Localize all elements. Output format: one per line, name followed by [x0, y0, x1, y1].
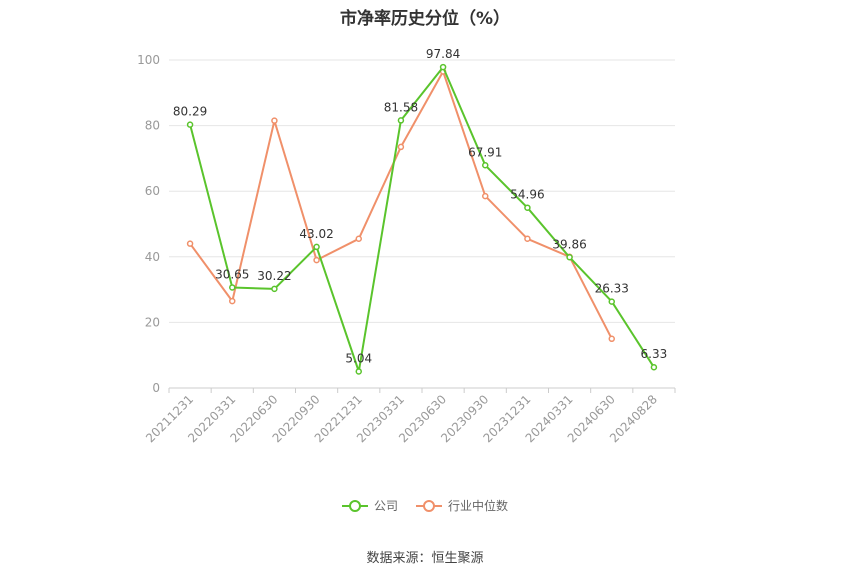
data-point	[313, 256, 320, 264]
data-point	[271, 285, 278, 293]
data-label: 81.58	[384, 100, 418, 114]
data-label: 39.86	[552, 237, 586, 251]
data-label: 67.91	[468, 145, 502, 159]
data-label: 6.33	[641, 347, 668, 361]
data-label: 26.33	[595, 282, 629, 296]
data-point	[313, 243, 320, 251]
y-tick-label: 60	[145, 184, 160, 198]
data-label: 5.04	[345, 351, 372, 365]
data-point	[608, 298, 615, 305]
source-note: 数据来源：恒生聚源	[366, 551, 484, 566]
data-label: 80.29	[173, 105, 207, 119]
legend-swatch-industry-median	[416, 499, 442, 513]
data-point	[524, 235, 531, 243]
data-label: 30.65	[215, 267, 249, 281]
legend-item-company[interactable]: 公司	[341, 497, 398, 514]
data-point	[650, 363, 658, 371]
data-point	[271, 117, 278, 124]
data-point	[608, 335, 615, 343]
legend-label-industry-median: 行业中位数	[448, 499, 509, 513]
data-point	[186, 240, 194, 247]
y-axis-ticks: 0 20 40 60 80 100	[137, 53, 160, 395]
data-point	[229, 297, 236, 305]
data-label-layer: 80.29 30.65 30.22 43.02 5.04 81.58 97.84 67.91 5…	[173, 47, 667, 365]
data-point	[524, 204, 531, 211]
legend-label-company: 公司	[373, 499, 398, 513]
legend: 公司 行业中位数	[0, 497, 850, 514]
data-point	[439, 63, 447, 71]
data-point	[186, 121, 194, 128]
y-tick-label: 20	[145, 315, 160, 329]
data-label: 43.02	[299, 227, 333, 241]
data-point	[355, 368, 362, 375]
x-axis: 2021123120220331202206302022093020221231…	[143, 388, 676, 445]
data-label: 54.96	[510, 188, 544, 202]
y-tick-label: 0	[152, 381, 160, 395]
y-tick-label: 40	[145, 250, 160, 264]
data-label: 30.22	[257, 269, 291, 283]
chart-title: 市净率历史分位（%）	[339, 9, 511, 29]
data-point	[482, 192, 489, 200]
data-point	[482, 162, 489, 169]
y-tick-label: 100	[137, 53, 160, 67]
legend-item-industry-median[interactable]: 行业中位数	[416, 497, 508, 514]
data-point	[355, 235, 362, 243]
data-point	[397, 117, 405, 124]
y-tick-label: 80	[145, 119, 160, 133]
data-point	[397, 143, 405, 151]
series-layer	[186, 63, 658, 375]
series-company	[186, 63, 658, 375]
series-line	[189, 66, 655, 373]
legend-swatch-company	[341, 499, 368, 513]
data-point	[229, 284, 236, 291]
data-label: 97.84	[426, 47, 460, 61]
data-point	[566, 254, 573, 261]
